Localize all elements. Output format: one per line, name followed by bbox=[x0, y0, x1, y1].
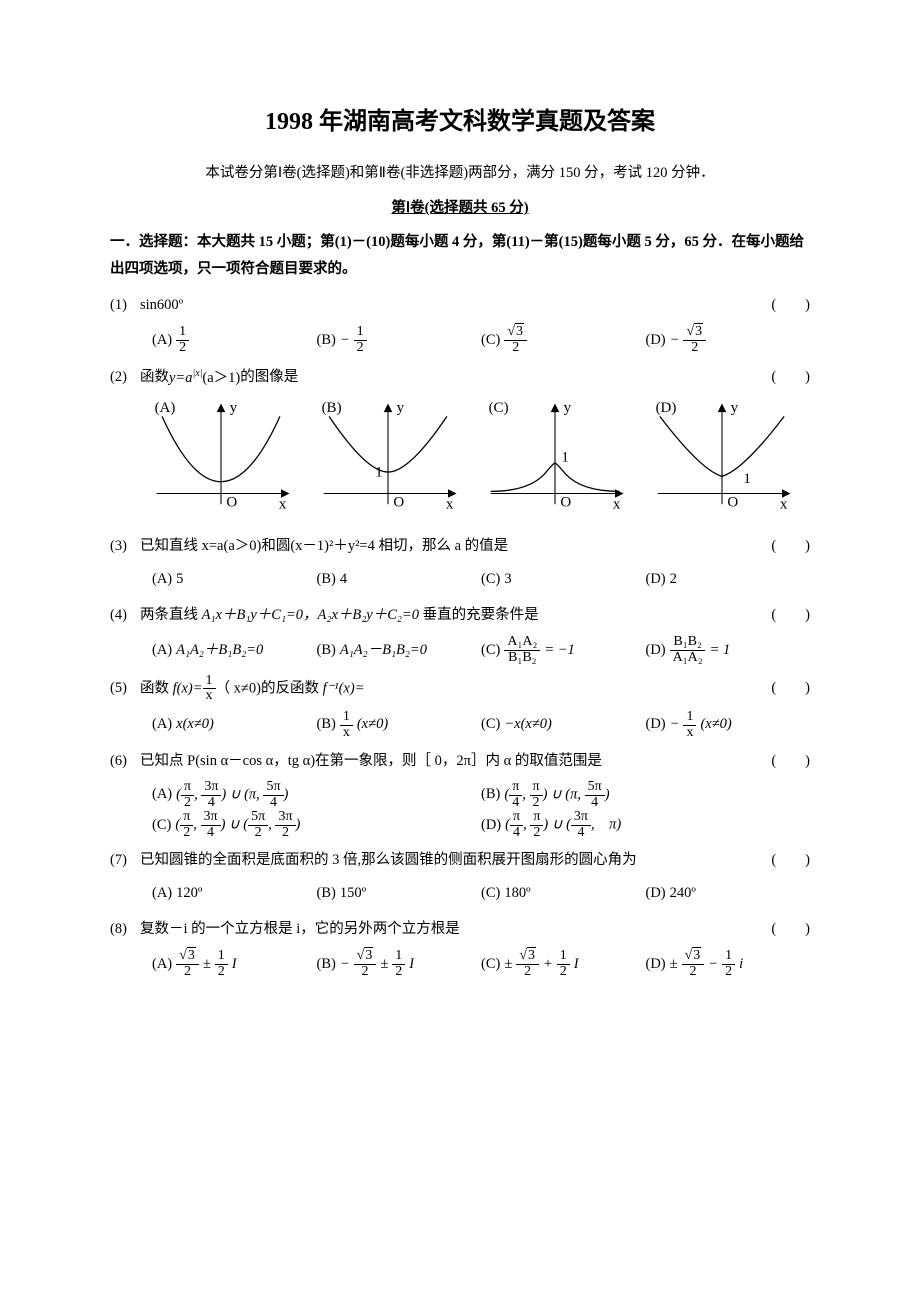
q7-opt-b: (B)150º bbox=[317, 880, 482, 908]
q6-opt-a: (A) (π2, 3π4) ∪ (π, 5π4) bbox=[152, 780, 481, 810]
question-5: (5) 函数 f(x)=1x（ x≠0)的反函数 f⁻¹(x)= ( ) (A)… bbox=[110, 674, 810, 741]
q7-text: 已知圆锥的全面积是底面积的 3 倍,那么该圆锥的侧面积展开图扇形的圆心角为 bbox=[140, 847, 637, 875]
q2-graphs: (A) O x y (B) O x y 1 (C) bbox=[146, 396, 810, 527]
q8-blank: ( ) bbox=[771, 916, 810, 944]
q3-opt-c: (C)3 bbox=[481, 566, 646, 594]
q8-opt-b: (B) −32 ± 12 I bbox=[317, 949, 482, 979]
q8-num: (8) bbox=[110, 916, 140, 944]
q3-opt-d: (D)2 bbox=[646, 566, 811, 594]
page-title: 1998 年湖南高考文科数学真题及答案 bbox=[110, 100, 810, 146]
q2-expr: y=a|x|(a＞1) bbox=[169, 364, 240, 392]
svg-text:O: O bbox=[393, 494, 404, 510]
q1-num: (1) bbox=[110, 292, 140, 320]
q1-blank: ( ) bbox=[771, 292, 810, 320]
q2-graph-c: (C) O x y 1 bbox=[480, 396, 643, 527]
q5-opt-b: (B) 1x(x≠0) bbox=[317, 710, 482, 740]
q4-num: (4) bbox=[110, 602, 140, 630]
question-6: (6) 已知点 P(sin α－cos α，tg α)在第一象限，则［ 0，2π… bbox=[110, 748, 810, 840]
subtitle: 本试卷分第Ⅰ卷(选择题)和第Ⅱ卷(非选择题)两部分，满分 150 分，考试 12… bbox=[110, 160, 810, 188]
q3-num: (3) bbox=[110, 533, 140, 561]
q6-opt-b: (B) (π4, π2) ∪ (π, 5π4) bbox=[481, 780, 810, 810]
svg-text:y: y bbox=[564, 400, 572, 416]
question-3: (3) 已知直线 x=a(a＞0)和圆(x－1)²＋y²=4 相切，那么 a 的… bbox=[110, 533, 810, 594]
svg-text:1: 1 bbox=[561, 449, 569, 465]
q2-post: 的图像是 bbox=[240, 364, 298, 392]
q6-blank: ( ) bbox=[771, 748, 810, 776]
q3-blank: ( ) bbox=[771, 533, 810, 561]
svg-text:O: O bbox=[727, 494, 738, 510]
svg-text:O: O bbox=[560, 494, 571, 510]
q3-text: 已知直线 x=a(a＞0)和圆(x－1)²＋y²=4 相切，那么 a 的值是 bbox=[140, 533, 508, 561]
svg-text:(A): (A) bbox=[155, 400, 176, 416]
svg-text:x: x bbox=[613, 497, 621, 513]
question-4: (4) 两条直线 A₁x＋B₁y＋C₁=0，A₂x＋B₂y＋C₂=0 垂直的充要… bbox=[110, 602, 810, 666]
q4-text: 两条直线 A₁x＋B₁y＋C₁=0，A₂x＋B₂y＋C₂=0 垂直的充要条件是 bbox=[140, 602, 539, 630]
q8-text: 复数－i 的一个立方根是 i，它的另外两个立方根是 bbox=[140, 916, 460, 944]
q5-num: (5) bbox=[110, 675, 140, 703]
q4-opt-c: (C) A₁A₂B₁B₂ = −1 bbox=[481, 635, 646, 665]
svg-text:1: 1 bbox=[375, 464, 383, 480]
svg-text:x: x bbox=[279, 497, 287, 513]
q2-graph-d: (D) O x y 1 bbox=[647, 396, 810, 527]
q5-blank: ( ) bbox=[771, 675, 810, 703]
q4-blank: ( ) bbox=[771, 602, 810, 630]
q1-opt-c: (C) 32 bbox=[481, 325, 646, 355]
question-8: (8) 复数－i 的一个立方根是 i，它的另外两个立方根是 ( ) (A) 32… bbox=[110, 916, 810, 980]
q3-opt-a: (A)5 bbox=[152, 566, 317, 594]
q7-opt-c: (C)180º bbox=[481, 880, 646, 908]
q3-opt-b: (B)4 bbox=[317, 566, 482, 594]
question-7: (7) 已知圆锥的全面积是底面积的 3 倍,那么该圆锥的侧面积展开图扇形的圆心角… bbox=[110, 847, 810, 908]
q1-opt-d: (D) −32 bbox=[646, 325, 811, 355]
q5-opt-a: (A)x(x≠0) bbox=[152, 710, 317, 740]
q6-opt-d: (D) (π4, π2) ∪ (3π4, π) bbox=[481, 810, 810, 840]
svg-text:(D): (D) bbox=[656, 400, 677, 416]
svg-text:(B): (B) bbox=[322, 400, 342, 416]
q8-opt-c: (C) ±32 + 12 I bbox=[481, 949, 646, 979]
q6-text: 已知点 P(sin α－cos α，tg α)在第一象限，则［ 0，2π］内 α… bbox=[140, 748, 602, 776]
q5-opt-d: (D) −1x(x≠0) bbox=[646, 710, 811, 740]
q7-blank: ( ) bbox=[771, 847, 810, 875]
q8-opt-d: (D) ±32 − 12 i bbox=[646, 949, 811, 979]
question-2: (2) 函数 y=a|x|(a＞1) 的图像是 ( ) (A) O x y (B… bbox=[110, 364, 810, 527]
q7-opt-a: (A)120º bbox=[152, 880, 317, 908]
q4-opt-d: (D) B₁B₂A₁A₂ = 1 bbox=[646, 635, 811, 665]
q2-graph-b: (B) O x y 1 bbox=[313, 396, 476, 527]
svg-text:y: y bbox=[731, 400, 739, 416]
svg-text:y: y bbox=[230, 400, 238, 416]
q7-num: (7) bbox=[110, 847, 140, 875]
svg-text:y: y bbox=[397, 400, 405, 416]
section-header: 第Ⅰ卷(选择题共 65 分) bbox=[110, 195, 810, 223]
svg-text:(C): (C) bbox=[489, 400, 509, 416]
q2-pre: 函数 bbox=[140, 364, 169, 392]
svg-text:x: x bbox=[446, 497, 454, 513]
q8-opt-a: (A) 32 ± 12 I bbox=[152, 949, 317, 979]
instructions: 一．选择题：本大题共 15 小题；第(1)－(10)题每小题 4 分，第(11)… bbox=[110, 229, 810, 284]
q6-num: (6) bbox=[110, 748, 140, 776]
q7-opt-d: (D)240º bbox=[646, 880, 811, 908]
q5-text: 函数 f(x)=1x（ x≠0)的反函数 f⁻¹(x)= bbox=[140, 674, 365, 704]
q1-text: sin600º bbox=[140, 292, 183, 320]
q1-opt-a: (A) 12 bbox=[152, 325, 317, 355]
q2-num: (2) bbox=[110, 364, 140, 392]
svg-text:1: 1 bbox=[743, 471, 751, 487]
q2-graph-a: (A) O x y bbox=[146, 396, 309, 527]
q5-opt-c: (C)−x(x≠0) bbox=[481, 710, 646, 740]
q1-opt-b: (B) −12 bbox=[317, 325, 482, 355]
q2-blank: ( ) bbox=[771, 364, 810, 392]
q4-opt-b: (B)A₁A₂－B₁B₂=0 bbox=[317, 635, 482, 665]
q6-opt-c: (C) (π2, 3π4) ∪ (5π2, 3π2) bbox=[152, 810, 481, 840]
svg-text:O: O bbox=[226, 494, 237, 510]
question-1: (1) sin600º ( ) (A) 12 (B) −12 (C) 32 (D… bbox=[110, 292, 810, 356]
q4-opt-a: (A)A₁A₂＋B₁B₂=0 bbox=[152, 635, 317, 665]
svg-text:x: x bbox=[780, 497, 788, 513]
